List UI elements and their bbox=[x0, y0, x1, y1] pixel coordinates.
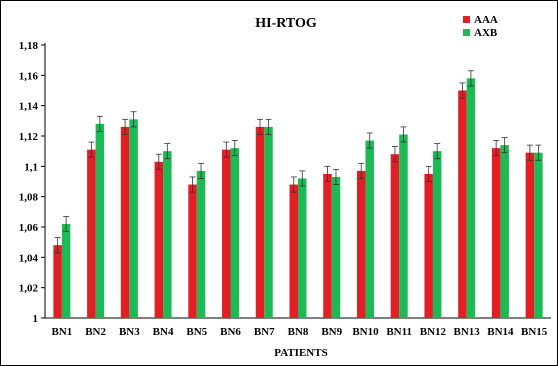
legend-label-axb: AXB bbox=[474, 27, 498, 39]
bar-aaa-bn13 bbox=[458, 90, 467, 318]
chart-title: HI-RTOG bbox=[255, 16, 317, 31]
x-tick-label: BN5 bbox=[186, 326, 207, 338]
bar-axb-bn3 bbox=[129, 119, 138, 318]
y-tick-label: 1,08 bbox=[19, 192, 39, 204]
x-tick-label: BN14 bbox=[487, 326, 514, 338]
y-tick-label: 1,12 bbox=[19, 131, 39, 143]
x-tick-label: BN13 bbox=[454, 326, 481, 338]
bar-aaa-bn3 bbox=[120, 126, 130, 319]
bar-axb-bn10 bbox=[365, 140, 374, 318]
y-tick-label: 1,02 bbox=[19, 283, 39, 295]
bar-axb-bn13 bbox=[466, 78, 476, 319]
bar-aaa-bn6 bbox=[222, 149, 231, 318]
bar-axb-bn15 bbox=[534, 152, 543, 318]
x-tick-label: BN11 bbox=[386, 326, 412, 338]
x-tick-label: BN4 bbox=[153, 326, 174, 338]
bar-aaa-bn2 bbox=[87, 149, 96, 318]
x-tick-label: BN12 bbox=[420, 326, 447, 338]
bar-aaa-bn14 bbox=[491, 148, 501, 318]
y-tick-label: 1,04 bbox=[19, 252, 39, 264]
x-axis-title: PATIENTS bbox=[274, 347, 327, 359]
bar-axb-bn2 bbox=[95, 123, 105, 319]
y-tick-label: 1,06 bbox=[19, 222, 39, 234]
bar-aaa-bn11 bbox=[390, 154, 400, 318]
y-tick-label: 1,1 bbox=[24, 161, 38, 173]
x-tick-label: BN10 bbox=[352, 326, 379, 338]
x-tick-label: BN3 bbox=[119, 326, 140, 338]
x-tick-label: BN2 bbox=[85, 326, 106, 338]
bar-aaa-bn9 bbox=[323, 173, 332, 318]
x-tick-label: BN6 bbox=[220, 326, 241, 338]
y-tick-label: 1 bbox=[33, 313, 39, 325]
bar-aaa-bn4 bbox=[154, 161, 164, 318]
bar-axb-bn8 bbox=[298, 178, 307, 318]
y-tick-label: 1,18 bbox=[19, 40, 39, 52]
x-tick-label: BN8 bbox=[288, 326, 309, 338]
bar-aaa-bn8 bbox=[289, 184, 298, 318]
y-tick-label: 1,14 bbox=[19, 101, 39, 113]
bar-axb-bn6 bbox=[230, 148, 240, 318]
x-tick-label: BN7 bbox=[254, 326, 275, 338]
legend-swatch-aaa bbox=[463, 16, 470, 23]
y-tick-label: 1,16 bbox=[19, 70, 39, 82]
bar-axb-bn14 bbox=[500, 145, 509, 318]
legend-swatch-axb bbox=[463, 29, 470, 36]
bar-aaa-bn1 bbox=[53, 245, 62, 318]
legend-label-aaa: AAA bbox=[474, 14, 498, 26]
bar-aaa-bn15 bbox=[525, 152, 535, 318]
bar-axb-bn7 bbox=[264, 126, 273, 319]
bar-axb-bn1 bbox=[61, 223, 71, 318]
x-tick-label: BN1 bbox=[51, 326, 72, 338]
bar-axb-bn12 bbox=[432, 151, 442, 318]
x-tick-label: BN15 bbox=[521, 326, 548, 338]
bar-aaa-bn5 bbox=[188, 184, 197, 318]
bar-aaa-bn10 bbox=[356, 170, 366, 318]
bar-axb-bn4 bbox=[163, 151, 172, 318]
bar-axb-bn5 bbox=[196, 170, 206, 318]
x-tick-label: BN9 bbox=[321, 326, 342, 338]
bar-axb-bn11 bbox=[399, 134, 408, 318]
bar-axb-bn9 bbox=[331, 176, 341, 318]
bar-aaa-bn12 bbox=[424, 173, 433, 318]
bar-aaa-bn7 bbox=[255, 126, 265, 319]
